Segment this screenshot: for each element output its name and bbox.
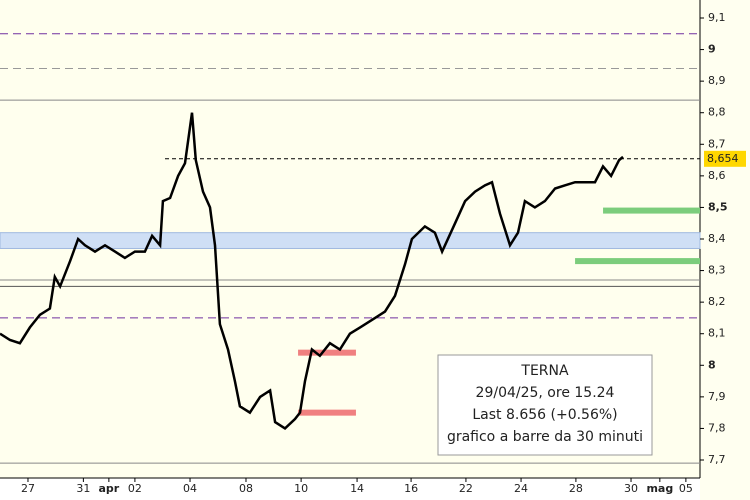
y-tick-label: 8,7 bbox=[708, 137, 726, 150]
y-tick-label: 8 bbox=[708, 358, 716, 371]
info-text: 29/04/25, ore 15.24 bbox=[476, 385, 615, 401]
zone-marker bbox=[575, 258, 700, 265]
y-tick-label: 8,6 bbox=[708, 169, 726, 182]
info-text: TERNA bbox=[520, 363, 569, 379]
info-box-frame bbox=[437, 354, 653, 456]
x-tick-label: apr bbox=[98, 482, 119, 495]
y-tick-label: 8,9 bbox=[708, 74, 726, 87]
x-tick-label: 30 bbox=[624, 482, 638, 495]
y-tick-label: 9,1 bbox=[708, 11, 726, 24]
price-line bbox=[0, 112, 624, 430]
x-tick-label: 04 bbox=[183, 482, 197, 495]
axis-bg bbox=[700, 0, 750, 500]
y-tick-label: 8,1 bbox=[708, 327, 726, 340]
x-tick-label: mag bbox=[646, 482, 673, 495]
support-band bbox=[0, 232, 701, 249]
x-tick-label: 31 bbox=[76, 482, 90, 495]
last-price-label: 8,654 bbox=[707, 152, 739, 165]
y-tick-label: 7,8 bbox=[708, 421, 726, 434]
x-tick-label: 16 bbox=[404, 482, 418, 495]
x-tick-label: 05 bbox=[679, 482, 693, 495]
x-tick-label: 14 bbox=[350, 482, 364, 495]
x-tick-label: 08 bbox=[239, 482, 253, 495]
y-tick-label: 7,7 bbox=[708, 453, 726, 466]
x-tick-label: 22 bbox=[459, 482, 473, 495]
y-tick-label: 8,4 bbox=[708, 232, 726, 245]
x-tick-label: 28 bbox=[569, 482, 583, 495]
x-tick-label: 10 bbox=[294, 482, 308, 495]
info-text: Last 8.656 (+0.56%) bbox=[472, 407, 617, 423]
x-tick-label: 24 bbox=[514, 482, 528, 495]
x-tick-label: 02 bbox=[128, 482, 142, 495]
zone-marker bbox=[603, 207, 700, 214]
y-tick-label: 9 bbox=[708, 43, 716, 56]
x-tick-label: 27 bbox=[21, 482, 35, 495]
info-text: grafico a barre da 30 minuti bbox=[447, 429, 643, 445]
y-tick-label: 8,5 bbox=[708, 200, 728, 213]
zone-marker bbox=[298, 409, 356, 416]
y-tick-label: 7,9 bbox=[708, 390, 726, 403]
last-price-tag bbox=[704, 150, 746, 167]
y-tick-label: 8,2 bbox=[708, 295, 726, 308]
y-tick-label: 8,8 bbox=[708, 106, 726, 119]
zone-marker bbox=[298, 349, 356, 356]
info-box: TERNA 29/04/25, ore 15.24 Last 8.656 (+0.5… bbox=[437, 354, 653, 456]
y-tick-label: 8,3 bbox=[708, 264, 726, 277]
